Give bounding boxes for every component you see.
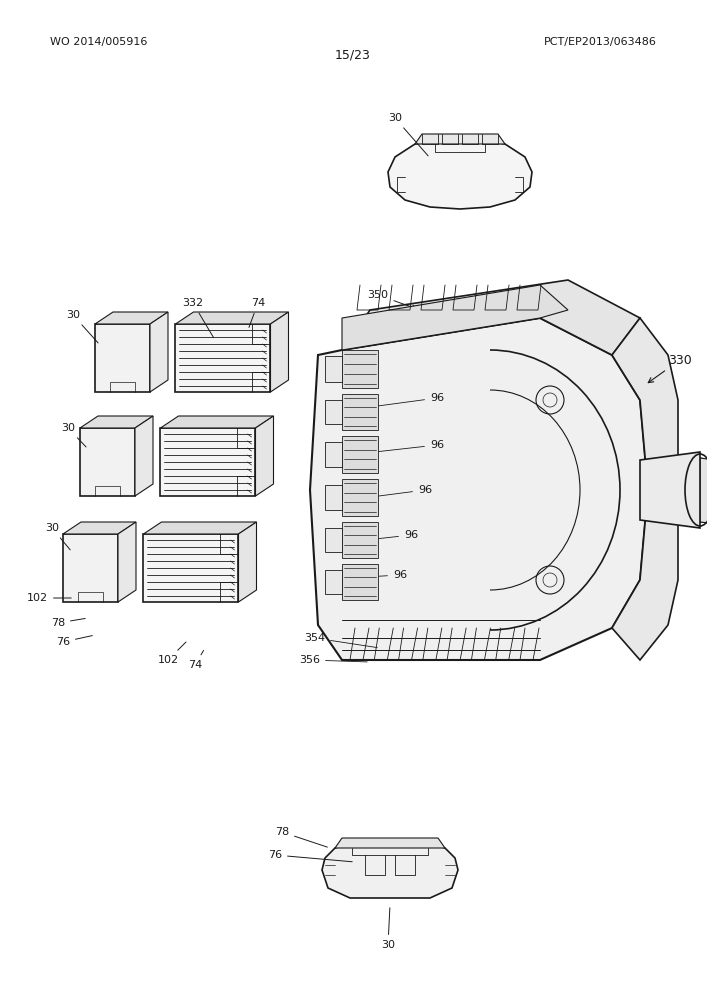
Polygon shape <box>612 318 678 660</box>
Polygon shape <box>95 324 150 392</box>
Polygon shape <box>271 312 288 392</box>
Text: 30: 30 <box>388 113 428 156</box>
Polygon shape <box>640 452 700 528</box>
Text: 96: 96 <box>351 530 418 542</box>
Text: 74: 74 <box>249 298 265 327</box>
Polygon shape <box>160 428 255 496</box>
Text: 96: 96 <box>351 485 432 500</box>
Polygon shape <box>160 416 274 428</box>
Text: 76: 76 <box>268 850 352 862</box>
Polygon shape <box>335 838 445 848</box>
Polygon shape <box>118 522 136 602</box>
Text: 96: 96 <box>351 570 407 580</box>
Polygon shape <box>342 479 378 516</box>
Polygon shape <box>310 318 648 660</box>
Text: 356: 356 <box>299 655 367 665</box>
Text: PCT/EP2013/063486: PCT/EP2013/063486 <box>544 37 657 47</box>
Polygon shape <box>342 522 378 558</box>
Polygon shape <box>144 522 257 534</box>
Polygon shape <box>342 350 378 388</box>
Polygon shape <box>342 280 640 355</box>
Text: 96: 96 <box>351 393 444 410</box>
Polygon shape <box>325 400 342 424</box>
Text: 332: 332 <box>182 298 214 338</box>
Text: 330: 330 <box>648 354 691 383</box>
Polygon shape <box>150 312 168 392</box>
Polygon shape <box>95 312 168 324</box>
Polygon shape <box>322 842 458 898</box>
Text: 74: 74 <box>188 650 204 670</box>
Polygon shape <box>325 442 342 467</box>
Polygon shape <box>325 528 342 552</box>
Polygon shape <box>415 134 505 144</box>
Text: 78: 78 <box>275 827 327 847</box>
Text: 76: 76 <box>56 636 93 647</box>
Polygon shape <box>80 428 135 496</box>
Text: 102: 102 <box>158 642 186 665</box>
Text: 30: 30 <box>66 310 98 343</box>
Text: 350: 350 <box>368 290 416 309</box>
Text: WO 2014/005916: WO 2014/005916 <box>50 37 147 47</box>
Polygon shape <box>342 436 378 473</box>
Polygon shape <box>325 356 342 382</box>
Text: 354: 354 <box>304 633 378 648</box>
Text: 15/23: 15/23 <box>335 48 371 62</box>
Polygon shape <box>255 416 274 496</box>
Text: 78: 78 <box>51 618 86 628</box>
Polygon shape <box>342 285 568 350</box>
Polygon shape <box>175 324 271 392</box>
Polygon shape <box>80 416 153 428</box>
Polygon shape <box>238 522 257 602</box>
Polygon shape <box>325 485 342 510</box>
Polygon shape <box>700 458 707 530</box>
Text: 30: 30 <box>45 523 70 550</box>
Polygon shape <box>135 416 153 496</box>
Polygon shape <box>144 534 238 602</box>
Text: 352: 352 <box>0 999 1 1000</box>
Text: Фиг. 18: Фиг. 18 <box>686 475 699 525</box>
Text: 30: 30 <box>61 423 86 447</box>
Text: 96: 96 <box>351 440 444 455</box>
Polygon shape <box>63 534 118 602</box>
Polygon shape <box>175 312 288 324</box>
Polygon shape <box>342 394 378 430</box>
Polygon shape <box>63 522 136 534</box>
Text: 30: 30 <box>381 908 395 950</box>
Polygon shape <box>388 140 532 209</box>
Polygon shape <box>342 564 378 600</box>
Text: 102: 102 <box>27 593 71 603</box>
Polygon shape <box>325 570 342 594</box>
